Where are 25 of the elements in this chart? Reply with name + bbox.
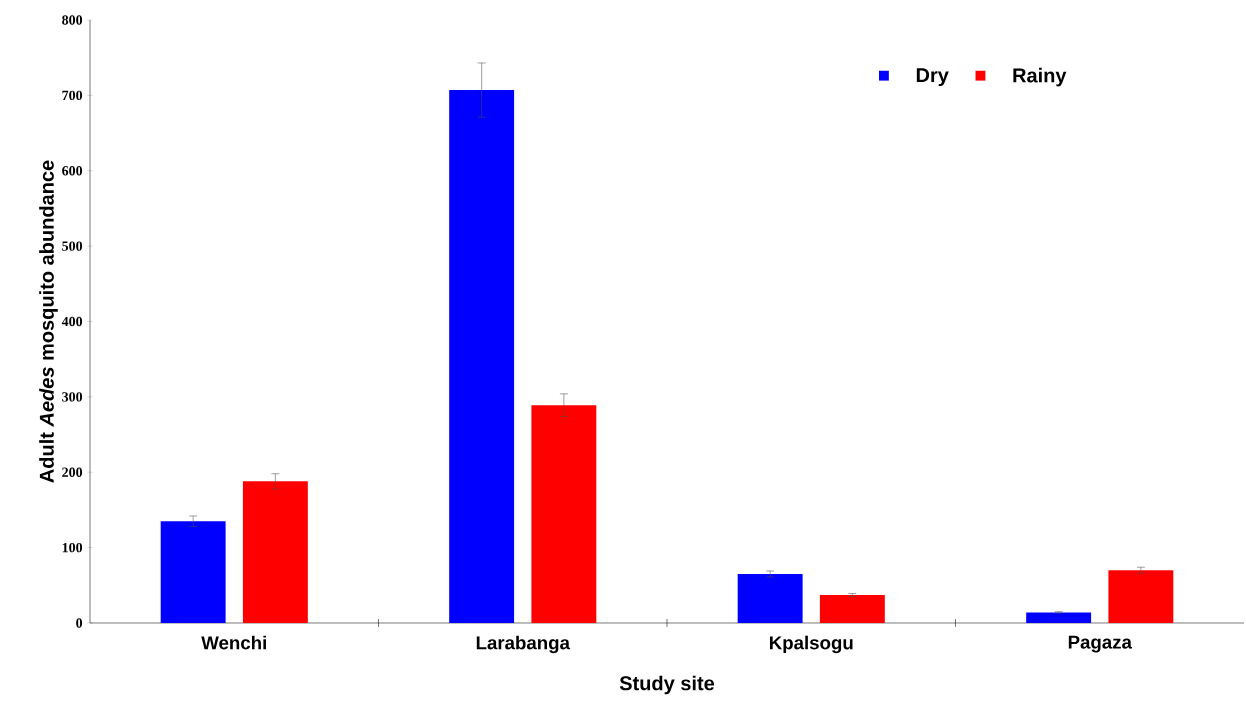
y-axis-title: Adult Aedes mosquito abundance <box>39 160 58 483</box>
bar <box>819 595 885 623</box>
x-tick-label: Pagaza <box>1068 635 1133 653</box>
y-tick-label: 700 <box>62 90 83 101</box>
bar <box>160 521 226 623</box>
y-tick-label: 600 <box>62 166 83 176</box>
legend-label: Dry <box>916 68 949 87</box>
y-tick-label: 400 <box>61 316 83 327</box>
y-tick-label: 500 <box>62 241 83 251</box>
x-axis-title: Study site <box>619 675 715 695</box>
y-tick-label: 800 <box>62 15 83 25</box>
y-tick-label: 200 <box>62 467 83 477</box>
bar <box>737 573 803 623</box>
bar <box>1108 570 1174 623</box>
y-tick-label: 0 <box>76 618 83 628</box>
y-tick-label: 100 <box>62 542 83 553</box>
legend-label: Rainy <box>1013 67 1067 87</box>
x-tick-label: Wenchi <box>201 635 266 650</box>
x-tick-label: Kpalsogu <box>769 635 853 654</box>
y-tick-label: 300 <box>62 392 83 402</box>
bar <box>1026 612 1092 623</box>
bar <box>242 481 308 623</box>
x-tick-label: Larabanga <box>476 635 571 654</box>
bar <box>531 405 597 623</box>
bar <box>449 90 515 623</box>
